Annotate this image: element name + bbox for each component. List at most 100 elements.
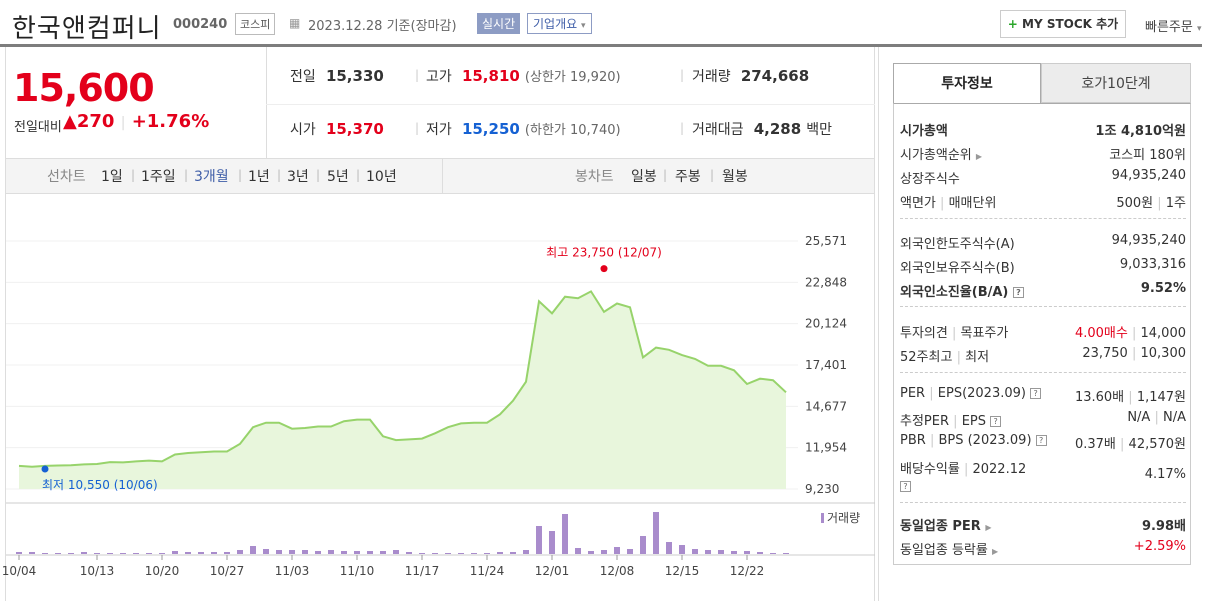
help-icon[interactable]: ? [1012, 287, 1024, 298]
volume-bar [146, 553, 152, 554]
industry-rate-row[interactable]: 동일업종 등락률 ▶ +2.59% [900, 539, 1186, 558]
market-cap-label: 시가총액 [900, 124, 948, 139]
bps-value: 42,570원 [1128, 437, 1186, 452]
cap-rank-label: 시가총액순위 [900, 148, 972, 163]
help-icon[interactable]: ? [990, 416, 1002, 427]
volume-bar [484, 553, 490, 554]
foreign-hold-value: 9,033,316 [1119, 257, 1186, 272]
x-tick-label: 10/27 [210, 564, 245, 578]
volume-bar [224, 552, 230, 554]
tab-3m[interactable]: 3개월 [194, 169, 229, 185]
quick-order-dropdown[interactable]: 빠른주문 ▾ [1145, 16, 1202, 35]
shares-row: 상장주식수 94,935,240 [900, 168, 1186, 187]
tab-5y[interactable]: 5년 [327, 169, 349, 185]
target-label: 목표주가 [960, 326, 1009, 341]
date-value: 2023.12.28 [308, 19, 383, 34]
volume-bar [198, 552, 204, 554]
price-area [19, 291, 786, 489]
divider [266, 47, 267, 158]
opinion-value: 4.00매수 [1074, 326, 1128, 341]
company-overview-dropdown[interactable]: 기업개요 ▾ [527, 13, 592, 34]
industry-rate-label: 동일업종 등락률 [900, 543, 988, 558]
divider [900, 372, 1186, 373]
tab-3y[interactable]: 3년 [287, 169, 309, 185]
cap-rank-value: 코스피 180위 [1109, 148, 1186, 163]
stock-name: 한국앤컴퍼니 [12, 14, 162, 44]
divider: | [415, 68, 420, 82]
tab-monthly[interactable]: 월봉 [722, 169, 748, 185]
tab-invest-info[interactable]: 투자정보 [893, 63, 1041, 103]
par-value: 500원 [1116, 196, 1154, 211]
x-tick-label: 11/10 [340, 564, 375, 578]
volume-bar [68, 553, 74, 554]
min-marker [41, 465, 49, 473]
up-arrow-icon: ▲ [63, 111, 77, 132]
volume-bar [250, 546, 256, 554]
tab-weekly[interactable]: 주봉 [675, 169, 701, 185]
industry-per-label: 동일업종 PER [900, 519, 981, 534]
amount-value: 4,288 [753, 120, 802, 138]
volume-bar [523, 550, 529, 554]
volume-bar [29, 552, 35, 554]
industry-per-value: 9.98배 [1141, 519, 1186, 534]
divider: | [680, 68, 685, 82]
tab-daily[interactable]: 일봉 [631, 169, 657, 185]
per-row: PER | EPS(2023.09) ? 13.60배 | 1,147원 [900, 386, 1186, 405]
help-icon[interactable]: ? [1035, 435, 1047, 446]
help-icon[interactable]: ? [900, 481, 911, 492]
market-cap-row: 시가총액 1조 4,810억원 [900, 120, 1186, 139]
chart-area [5, 194, 875, 601]
market-cap-value: 1조 4,810억원 [1095, 124, 1186, 139]
help-icon[interactable]: ? [1030, 388, 1042, 399]
tab-1w[interactable]: 1주일 [141, 169, 176, 185]
tab-order-book[interactable]: 호가10단계 [1041, 63, 1191, 103]
volume-bar [81, 552, 87, 554]
eps-label: EPS(2023.09) [937, 386, 1026, 401]
shares-label: 상장주식수 [900, 172, 960, 187]
x-tick-label: 11/03 [275, 564, 310, 578]
quick-order-label: 빠른주문 [1145, 20, 1193, 35]
volume-bar [679, 545, 685, 554]
industry-per-row[interactable]: 동일업종 PER ▶ 9.98배 [900, 515, 1186, 534]
my-stock-add-button[interactable]: + MY STOCK 추가 [1000, 10, 1126, 38]
volume-bar [627, 549, 633, 554]
volume-bar [380, 551, 386, 554]
volume-bar [276, 550, 282, 554]
x-tick-label: 11/24 [470, 564, 505, 578]
cap-rank-row[interactable]: 시가총액순위 ▶ 코스피 180위 [900, 144, 1186, 163]
est-eps-label: EPS [961, 414, 986, 429]
volume-bar [237, 550, 243, 554]
volume-value: 274,668 [740, 67, 810, 85]
y-tick-label: 22,848 [805, 275, 847, 289]
w52-low-value: 10,300 [1140, 346, 1187, 361]
volume-bar [419, 553, 425, 554]
amount-unit: 백만 [806, 122, 833, 138]
x-tick-label: 11/17 [405, 564, 440, 578]
w52-row: 52주최고 | 최저 23,750 | 10,300 [900, 346, 1186, 365]
high-label: 고가 [426, 69, 452, 85]
price-summary-box [5, 47, 875, 158]
y-tick-label: 25,571 [805, 234, 847, 248]
y-tick-label: 9,230 [805, 482, 839, 496]
tab-1y[interactable]: 1년 [248, 169, 270, 185]
current-price: 15,600 [13, 66, 155, 110]
y-tick-label: 14,677 [805, 399, 847, 413]
target-value: 14,000 [1140, 326, 1187, 341]
est-eps-value: N/A [1163, 410, 1186, 425]
eps-value: 1,147원 [1136, 390, 1186, 405]
tab-10y[interactable]: 10년 [366, 169, 397, 185]
divider: | [415, 121, 420, 135]
realtime-button[interactable]: 실시간 [477, 13, 521, 34]
foreign-limit-value: 94,935,240 [1111, 233, 1186, 248]
volume-bar [16, 552, 22, 554]
volume-bar [718, 550, 724, 554]
volume-bar [692, 549, 698, 554]
volume-bar [744, 551, 750, 554]
volume-bar [120, 553, 126, 554]
tab-1d[interactable]: 1일 [101, 169, 123, 185]
dividend-label: 배당수익률 [900, 462, 960, 477]
volume-bar [432, 553, 438, 554]
volume-label: 거래량 [692, 69, 731, 85]
prev-value: 15,330 [325, 67, 384, 85]
pbr-value: 0.37배 [1074, 437, 1116, 452]
